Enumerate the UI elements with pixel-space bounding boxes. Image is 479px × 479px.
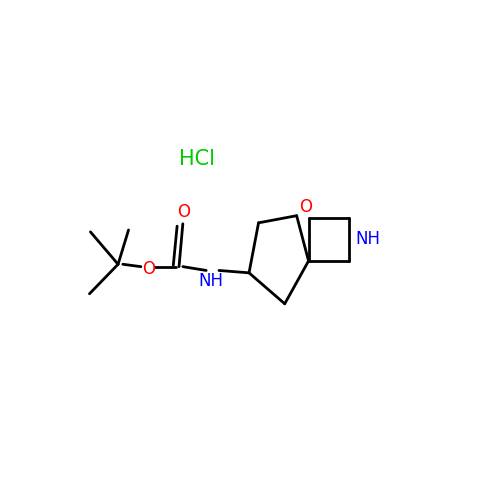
Text: NH: NH — [198, 272, 223, 290]
Text: O: O — [299, 198, 312, 216]
Text: HCl: HCl — [179, 148, 215, 169]
Text: O: O — [143, 260, 156, 278]
Text: NH: NH — [355, 230, 381, 249]
Text: O: O — [177, 203, 190, 221]
